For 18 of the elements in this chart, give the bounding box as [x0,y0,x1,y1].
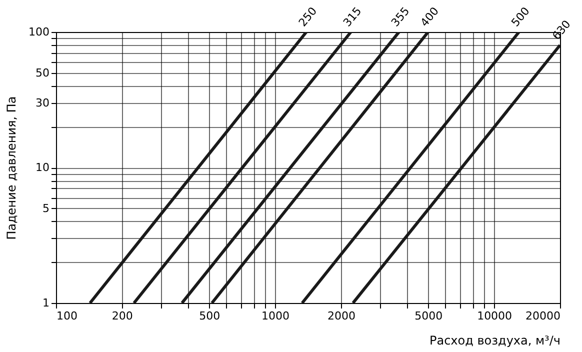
y-tick-label: 100 [28,26,50,38]
x-tick-label: 5000 [414,310,443,322]
y-tick-label: 50 [36,66,50,80]
x-tick-label: 10000 [477,310,512,322]
y-tick-label: 10 [36,161,50,174]
text: 630 [550,18,574,42]
y-tick-label: 30 [36,96,50,110]
y-tick-label: 5 [42,202,50,215]
x-tick-label: 1000 [262,310,290,322]
x-tick-label: 2000 [327,310,356,322]
y-tick-label: 1 [42,296,50,310]
text: 400 [418,4,442,30]
x-tick-label: 200 [112,310,133,322]
x-tick-label: 20000 [526,310,560,322]
x-tick-label: 500 [199,310,220,322]
x-tick-label: 100 [56,310,78,322]
y-axis-title: Падение давления, Па [4,96,19,240]
x-axis-title: Расход воздуха, м³/ч [429,334,560,348]
